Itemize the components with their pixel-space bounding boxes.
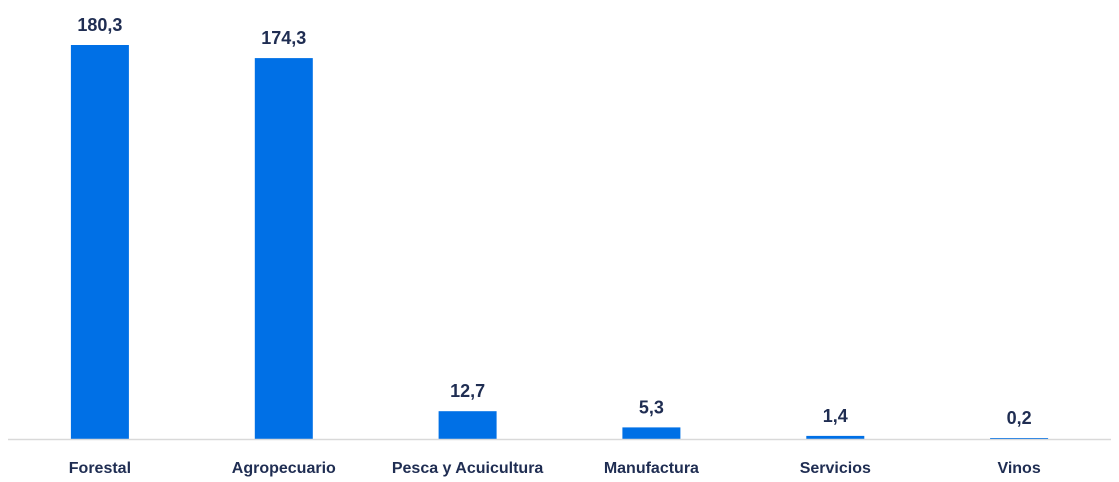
value-label-4: 1,4	[823, 406, 848, 426]
category-label-5: Vinos	[997, 460, 1040, 477]
value-label-0: 180,3	[77, 15, 122, 35]
value-label-2: 12,7	[450, 381, 485, 401]
value-labels-group: 180,3 174,3 12,7 5,3 1,4 0,2	[77, 15, 1031, 428]
value-label-1: 174,3	[261, 28, 306, 48]
category-label-2: Pesca y Acuicultura	[392, 460, 544, 477]
bar-2	[438, 411, 497, 439]
bar-1	[254, 58, 313, 439]
category-labels-group: Forestal Agropecuario Pesca y Acuicultura M…	[69, 460, 1041, 477]
bar-4	[806, 435, 865, 439]
category-label-4: Servicios	[800, 460, 871, 477]
bar-0	[70, 45, 129, 439]
bar-5	[990, 438, 1049, 439]
category-label-0: Forestal	[69, 460, 131, 477]
category-label-1: Agropecuario	[232, 460, 336, 477]
value-label-3: 5,3	[639, 397, 664, 417]
bars-group	[70, 45, 1049, 439]
category-label-3: Manufactura	[604, 460, 699, 477]
bar-3	[622, 427, 681, 439]
value-label-5: 0,2	[1007, 408, 1032, 428]
